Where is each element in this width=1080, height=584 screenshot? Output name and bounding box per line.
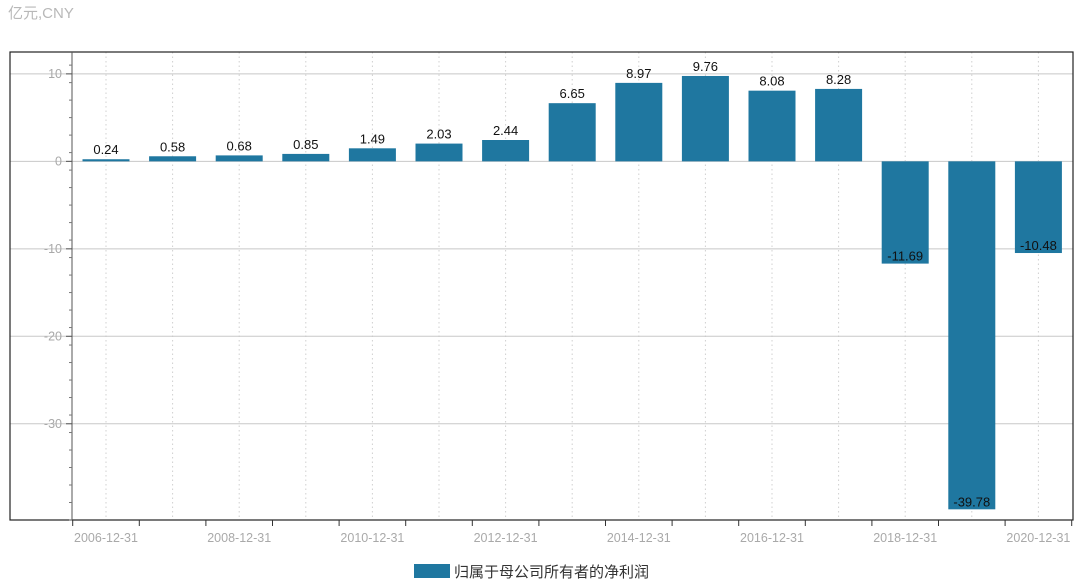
bar (548, 103, 596, 162)
bar-data-label: 8.08 (759, 74, 784, 89)
bar (815, 88, 863, 162)
bar (948, 161, 996, 510)
x-tick-label: 2006-12-31 (74, 531, 138, 545)
bar (215, 155, 263, 162)
bar (1014, 161, 1062, 254)
bar-data-label: -10.48 (1020, 238, 1057, 253)
bar-data-label: 0.68 (227, 138, 252, 153)
axis-layer: 10 0 -10 -20 -30 2006-12-31 2008-12-31 2010-12-… (9, 51, 1074, 545)
legend[interactable]: 归属于母公司所有者的净利润 (414, 561, 649, 581)
bar (282, 153, 330, 162)
y-unit-label: 亿元,CNY (8, 5, 74, 22)
bar-data-label: 8.97 (626, 66, 651, 81)
bar-data-label: 1.49 (360, 131, 385, 146)
bar (748, 90, 796, 162)
x-tick-label: 2012-12-31 (474, 531, 538, 545)
bar (415, 143, 463, 162)
bar (482, 140, 530, 162)
bar (681, 75, 729, 162)
legend-swatch (414, 564, 450, 578)
y-tick-label: -30 (44, 417, 62, 431)
y-tick-label: 10 (48, 67, 62, 81)
bar (348, 148, 396, 162)
x-tick-label: 2014-12-31 (607, 531, 671, 545)
bar-data-label: 0.58 (160, 139, 185, 154)
x-tick-label: 2016-12-31 (740, 531, 804, 545)
bar (82, 159, 130, 162)
bar (615, 82, 663, 162)
x-tick-label: 2018-12-31 (873, 531, 937, 545)
bar-data-label: 9.76 (693, 59, 718, 74)
bar-data-label: 2.44 (493, 123, 518, 138)
y-tick-label: -10 (44, 242, 62, 256)
labels-layer: 0.24 0.58 0.68 0.85 1.49 2.03 2.44 6.65 8.97 9.76… (93, 59, 1056, 509)
bar-data-label: 6.65 (560, 86, 585, 101)
bar-data-label: 8.28 (826, 72, 851, 87)
bar (149, 156, 197, 162)
bar-data-label: 0.85 (293, 137, 318, 152)
bars-layer (82, 75, 1062, 510)
x-tick-label: 2010-12-31 (340, 531, 404, 545)
bar-data-label: -11.69 (887, 249, 923, 264)
plot-frame (9, 51, 1074, 521)
x-tick-label: 2020-12-31 (1006, 531, 1070, 545)
bar (881, 161, 929, 264)
y-tick-label: -20 (44, 329, 62, 343)
bar-data-label: 0.24 (93, 142, 118, 157)
bar-data-label: 2.03 (426, 127, 451, 142)
legend-series-label: 归属于母公司所有者的净利润 (454, 563, 650, 581)
bar-data-label: -39.78 (953, 494, 990, 509)
x-tick-label: 2008-12-31 (207, 531, 271, 545)
grid-layer (10, 52, 1073, 520)
y-tick-label: 0 (55, 154, 62, 168)
